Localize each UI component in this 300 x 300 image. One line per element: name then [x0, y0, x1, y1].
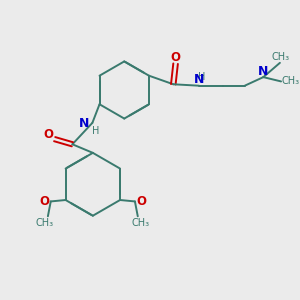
Text: CH₃: CH₃: [36, 218, 54, 228]
Text: N: N: [258, 65, 268, 78]
Text: CH₃: CH₃: [272, 52, 290, 61]
Text: H: H: [92, 126, 99, 136]
Text: CH₃: CH₃: [132, 218, 150, 228]
Text: N: N: [79, 118, 90, 130]
Text: O: O: [171, 52, 181, 64]
Text: N: N: [194, 73, 204, 86]
Text: CH₃: CH₃: [282, 76, 300, 86]
Text: O: O: [40, 195, 50, 208]
Text: H: H: [198, 72, 205, 82]
Text: O: O: [44, 128, 53, 141]
Text: O: O: [136, 195, 146, 208]
